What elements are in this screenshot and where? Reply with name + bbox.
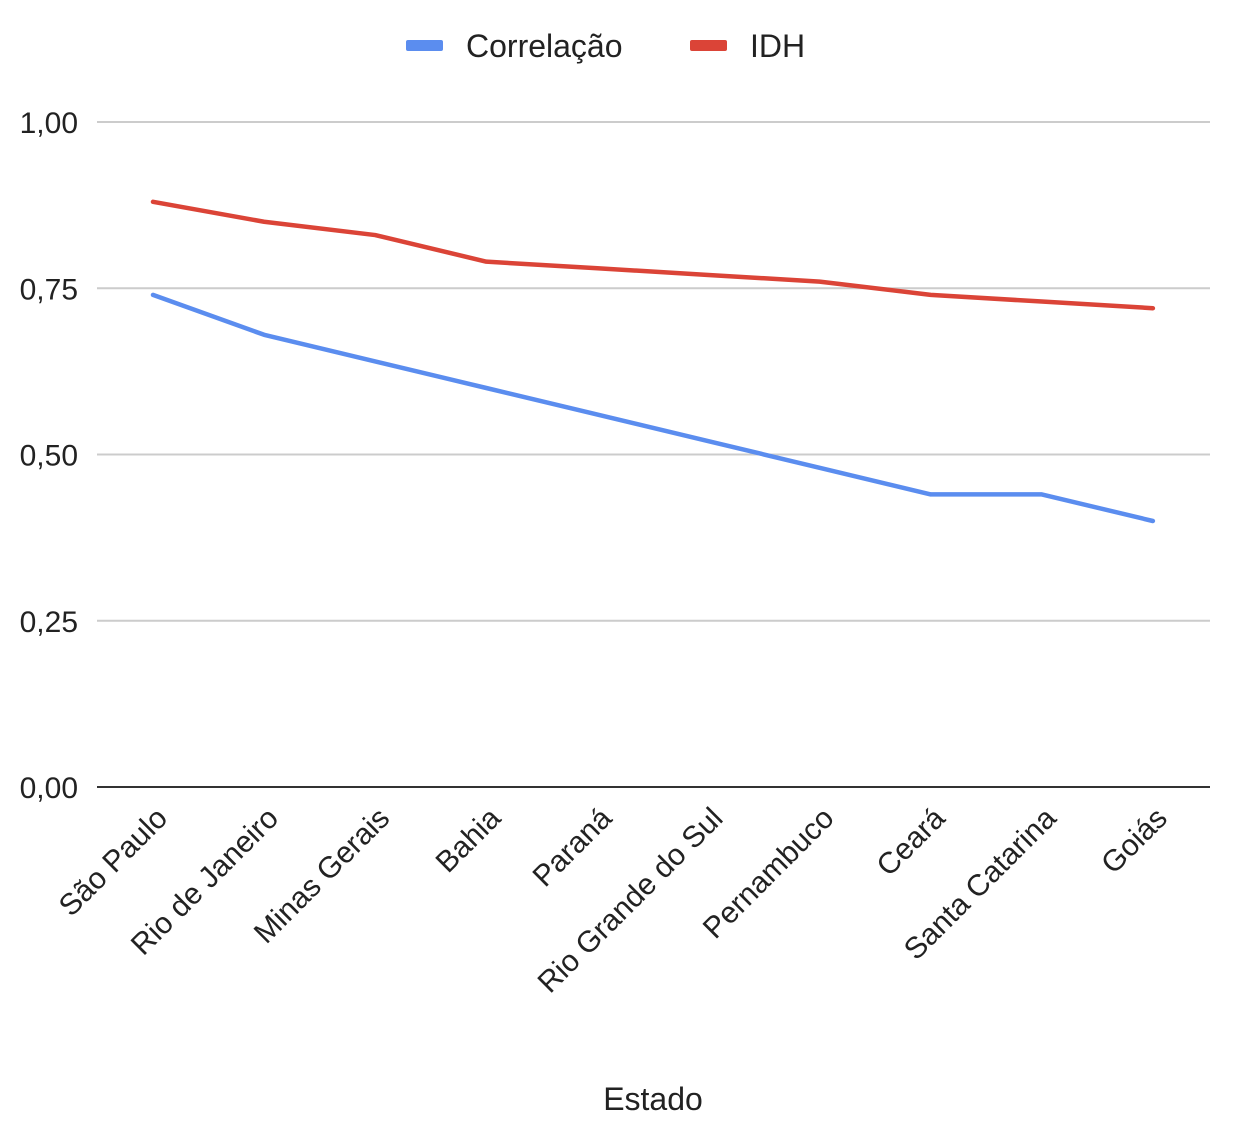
gridlines xyxy=(97,121,1210,622)
x-tick-label: São Paulo xyxy=(53,802,174,923)
series-line-correlacao xyxy=(150,292,1156,524)
y-tick-label: 0,25 xyxy=(20,606,78,639)
y-tick-label: 0,00 xyxy=(20,772,78,805)
legend-swatch xyxy=(690,40,727,51)
y-tick-label: 0,50 xyxy=(20,440,78,473)
legend-swatch xyxy=(406,40,443,51)
x-tick-label: Bahia xyxy=(430,801,508,879)
x-tick-label: Ceará xyxy=(871,801,952,882)
x-tick-label: Paraná xyxy=(527,801,619,893)
y-tick-label: 1,00 xyxy=(20,107,78,140)
y-axis-tick-labels: 0,00 0,25 0,50 0,75 1,00 xyxy=(20,107,78,805)
x-axis-title: Estado xyxy=(603,1081,703,1117)
series-lines xyxy=(150,199,1156,524)
x-tick-label: Rio Grande do Sul xyxy=(532,802,730,1000)
x-tick-label: Goiás xyxy=(1095,802,1174,881)
legend-label: Correlação xyxy=(466,28,623,64)
series-line-idh xyxy=(150,199,1156,311)
y-tick-label: 0,75 xyxy=(20,273,78,306)
legend-label: IDH xyxy=(750,28,805,64)
legend: Correlação IDH xyxy=(406,28,805,64)
